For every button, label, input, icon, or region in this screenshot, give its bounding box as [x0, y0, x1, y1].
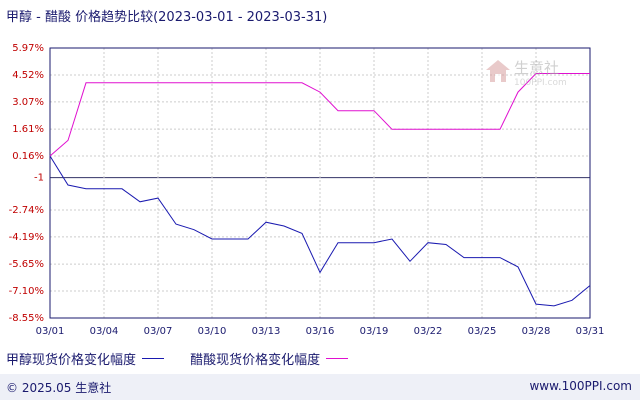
x-axis-ticks: 03/01 03/04 03/07 03/10 03/13 03/16 03/19 03/22…: [36, 326, 605, 337]
plot-area-frame: [49, 47, 591, 319]
y-axis-ticks: 5.97% 4.52% 3.07% 1.61% 0.16% -1 -2.74% -4.19% -…: [9, 43, 44, 324]
series-line-acetic-acid: [49, 73, 590, 157]
x-tick-label: 03/31: [576, 326, 605, 337]
y-tick-label: -2.74%: [9, 205, 44, 216]
x-tick-label: 03/22: [414, 326, 443, 337]
series-line-methanol: [49, 155, 591, 307]
x-tick-label: 03/01: [36, 326, 65, 337]
y-tick-label: -5.65%: [9, 259, 44, 270]
y-tick-label: -7.10%: [9, 286, 44, 297]
x-tick-label: 03/19: [360, 326, 389, 337]
y-tick-label: -4.19%: [9, 232, 44, 243]
legend-item-methanol: 甲醇现货价格变化幅度: [6, 349, 165, 368]
footer-copyright: © 2025.05 生意社: [6, 381, 112, 395]
legend-swatch-methanol: [142, 358, 165, 359]
chart-legend: 甲醇现货价格变化幅度 醋酸现货价格变化幅度: [6, 349, 370, 368]
x-tick-label: 03/10: [198, 326, 227, 337]
watermark-url: 100PPI.com: [514, 78, 567, 88]
y-tick-label: 5.97%: [12, 43, 44, 54]
x-tick-label: 03/25: [468, 326, 497, 337]
y-tick-label: 3.07%: [12, 97, 44, 108]
x-tick-label: 03/16: [306, 326, 335, 337]
chart-title: 甲醇 - 醋酸 价格趋势比较(2023-03-01 - 2023-03-31): [6, 10, 328, 25]
footer-bar: © 2025.05 生意社 www.100PPI.com: [0, 374, 640, 400]
legend-label-methanol: 甲醇现货价格变化幅度: [6, 353, 137, 368]
watermark-logo: 生意社 100PPI.com: [484, 56, 594, 94]
y-tick-label: 4.52%: [12, 70, 44, 81]
y-tick-label: 1.61%: [12, 124, 44, 135]
x-tick-label: 03/04: [90, 326, 119, 337]
legend-swatch-acetic-acid: [326, 358, 349, 359]
house-icon: [486, 60, 510, 82]
y-tick-label: -8.55%: [9, 313, 44, 324]
y-tick-label: 0.16%: [12, 151, 44, 162]
legend-label-acetic-acid: 醋酸现货价格变化幅度: [190, 353, 321, 368]
x-tick-label: 03/13: [252, 326, 281, 337]
legend-item-acetic-acid: 醋酸现货价格变化幅度: [190, 349, 349, 368]
x-tick-label: 03/07: [144, 326, 173, 337]
watermark-name: 生意社: [514, 59, 559, 77]
footer-site-link[interactable]: www.100PPI.com: [529, 379, 632, 393]
series-lines: [49, 73, 591, 307]
y-tick-label: -1: [34, 173, 44, 184]
x-tick-label: 03/28: [522, 326, 551, 337]
price-trend-chart: 5.97% 4.52% 3.07% 1.61% 0.16% -1 -2.74% -4.19% -…: [9, 43, 605, 337]
